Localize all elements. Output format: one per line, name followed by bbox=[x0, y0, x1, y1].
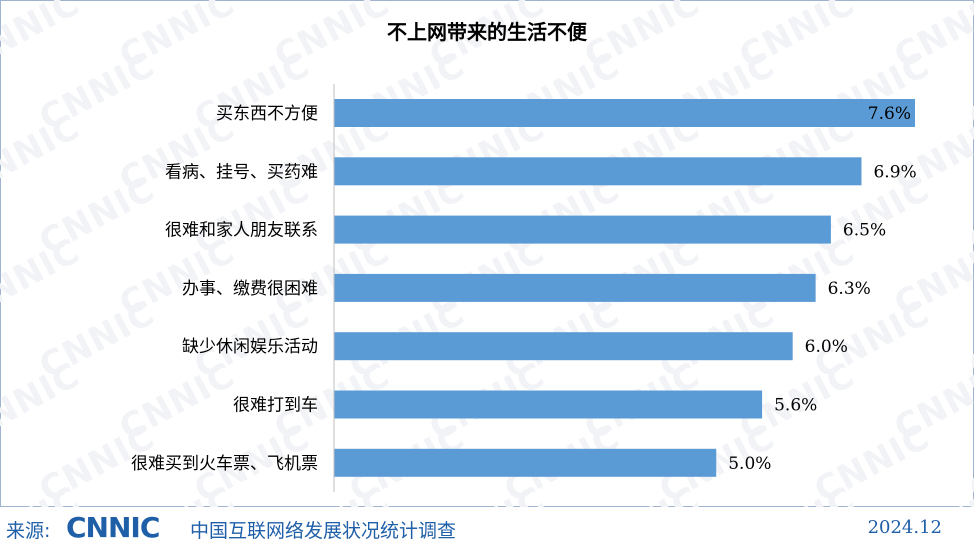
data-label: 6.0% bbox=[805, 337, 848, 357]
category-label: 很难打到车 bbox=[233, 396, 318, 416]
category-label: 很难买到火车票、飞机票 bbox=[131, 454, 318, 474]
chart-frame bbox=[0, 0, 974, 507]
category-label: 办事、缴费很困难 bbox=[182, 279, 318, 299]
data-label: 6.5% bbox=[843, 221, 886, 241]
report-date: 2024.12 bbox=[867, 517, 942, 538]
bar bbox=[334, 390, 763, 419]
bar bbox=[334, 273, 816, 302]
chart-title: 不上网带来的生活不便 bbox=[387, 20, 587, 44]
data-label: 5.0% bbox=[728, 454, 771, 474]
category-label: 看病、挂号、买药难 bbox=[165, 162, 318, 182]
data-label: 5.6% bbox=[774, 396, 817, 416]
cnnic-logo: CNNIC bbox=[66, 511, 160, 544]
category-label: 很难和家人朋友联系 bbox=[165, 221, 318, 241]
source-label: 来源: bbox=[6, 520, 51, 542]
bar-chart: 买东西不方便 7.6% 看病、挂号、买药难 6.9% 很难和家人朋友联系 6.5% 办事、缴… bbox=[131, 84, 917, 492]
data-label: 6.3% bbox=[828, 279, 871, 299]
data-label: 7.6% bbox=[868, 104, 911, 124]
report-name: 中国互联网络发展状况统计调查 bbox=[190, 520, 457, 542]
bar bbox=[334, 215, 831, 244]
data-label: 6.9% bbox=[873, 162, 916, 182]
category-label: 缺少休闲娱乐活动 bbox=[182, 337, 318, 357]
bar bbox=[334, 332, 793, 361]
category-label: 买东西不方便 bbox=[216, 104, 318, 124]
bar bbox=[334, 99, 915, 127]
bar bbox=[334, 448, 717, 477]
footer: 来源: CNNIC 中国互联网络发展状况统计调查 2024.12 bbox=[0, 507, 974, 546]
bar bbox=[334, 157, 862, 186]
